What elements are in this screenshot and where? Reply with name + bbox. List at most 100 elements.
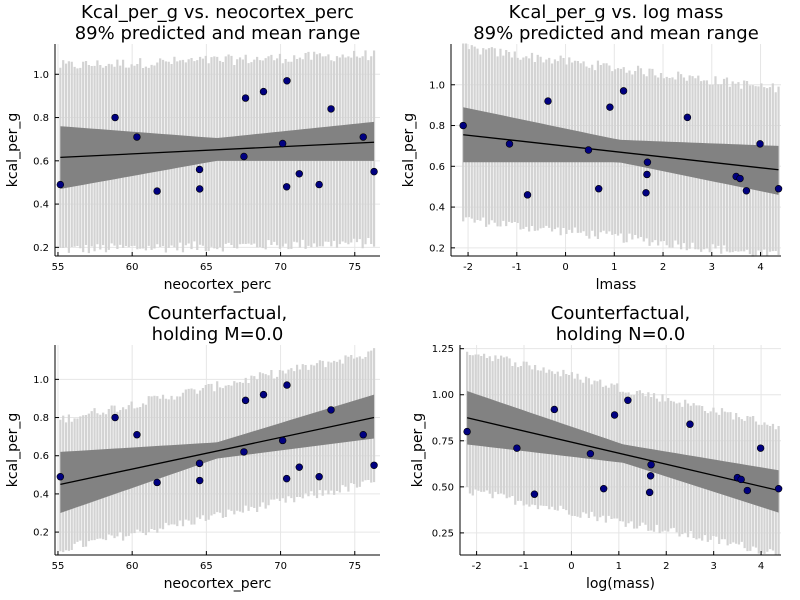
y-tick-label: 0.4	[429, 203, 445, 214]
data-point	[370, 167, 378, 176]
data-point	[624, 396, 632, 404]
mean-line	[466, 417, 779, 492]
chart-title: holding M=0.0	[152, 324, 284, 345]
data-point	[736, 174, 744, 183]
chart-title: Counterfactual,	[148, 303, 287, 324]
data-point	[195, 459, 204, 468]
data-point	[686, 420, 694, 428]
data-point	[370, 461, 378, 469]
data-point	[282, 183, 291, 191]
data-point	[505, 140, 514, 148]
data-point	[584, 146, 593, 154]
data-point	[544, 97, 552, 105]
x-tick-label: 55	[52, 561, 65, 572]
x-tick-label: -1	[512, 262, 522, 273]
data-point	[530, 490, 539, 498]
x-axis-label: neocortex_perc	[164, 277, 272, 293]
x-tick-label: 2	[663, 561, 669, 572]
x-tick-label: 4	[757, 262, 763, 273]
data-point	[315, 473, 323, 481]
data-point	[606, 103, 614, 111]
y-tick-label: 0.8	[33, 413, 49, 424]
data-point	[513, 444, 521, 452]
x-tick-label: 3	[709, 262, 715, 273]
data-point	[756, 140, 764, 148]
y-tick-label: 1.0	[429, 80, 445, 91]
data-point	[111, 113, 119, 122]
data-point	[278, 139, 287, 148]
y-axis-label: kcal_per_g	[5, 113, 21, 187]
data-point	[647, 461, 655, 469]
data-point	[259, 87, 268, 96]
mean-line	[463, 134, 779, 171]
data-point	[315, 180, 323, 189]
y-axis-label: kcal_per_g	[5, 413, 21, 487]
data-point	[282, 474, 291, 483]
x-tick-label: 0	[568, 561, 574, 572]
y-tick-label: 0.2	[33, 243, 49, 254]
data-point	[737, 475, 745, 484]
y-tick-label: 0.4	[33, 489, 49, 500]
chart-panel-3: 55 60 65 70 75 0.2 0.4 0.6 0.8 1.0 Counterfactual,…	[5, 303, 380, 592]
data-point	[195, 185, 204, 193]
data-point	[459, 121, 467, 130]
data-point	[283, 77, 291, 85]
chart-panel-1: 55 60 65 70 75 0.2 0.4 0.6 0.8 1.0 Kcal_per_g vs. …	[5, 2, 380, 293]
mean-line	[60, 141, 375, 159]
data-point	[643, 158, 652, 166]
y-tick-label: 0.6	[33, 451, 49, 462]
x-tick-label: 65	[200, 262, 213, 273]
y-tick-label: 0.75	[432, 436, 454, 447]
chart-title: Counterfactual,	[551, 303, 690, 324]
data-point	[643, 170, 651, 179]
x-tick-label: 1	[616, 561, 622, 572]
data-point	[359, 133, 367, 141]
data-point	[683, 113, 692, 122]
data-point	[295, 463, 303, 471]
x-tick-label: 65	[200, 561, 213, 572]
data-point	[278, 436, 287, 445]
data-point	[133, 133, 141, 141]
y-tick-label: 0.50	[432, 482, 454, 493]
chart-title: 89% predicted and mean range	[75, 23, 361, 44]
x-axis-label: log(mass)	[586, 576, 655, 592]
y-tick-label: 0.8	[429, 121, 445, 132]
data-point	[295, 170, 303, 178]
y-tick-label: 1.0	[33, 375, 49, 386]
y-tick-label: 0.6	[33, 156, 49, 167]
data-point	[195, 165, 204, 174]
y-axis-label: kcal_per_g	[410, 413, 426, 487]
x-tick-label: 60	[126, 561, 139, 572]
data-point	[153, 478, 161, 487]
y-tick-label: 0.8	[33, 113, 49, 124]
data-point	[463, 427, 471, 436]
data-point	[259, 390, 268, 399]
y-tick-label: 0.2	[429, 243, 445, 254]
y-tick-label: 0.6	[429, 162, 445, 173]
chart-title: holding N=0.0	[556, 324, 686, 345]
mean-range-band	[60, 394, 375, 513]
chart-panel-4: -2 -1 0 1 2 3 4 0.25 0.50 0.75 1.00 1.25 Counterfact…	[410, 303, 783, 592]
chart-title: Kcal_per_g vs. neocortex_perc	[81, 2, 354, 23]
mean-range-band	[463, 107, 779, 195]
data-point	[56, 473, 65, 481]
mean-line	[60, 416, 375, 485]
data-point	[327, 406, 335, 414]
data-point	[642, 189, 650, 197]
x-axis-label: neocortex_perc	[164, 576, 272, 592]
x-tick-label: 4	[758, 561, 764, 572]
data-point	[645, 488, 654, 497]
data-point	[742, 187, 751, 195]
y-axis-label: kcal_per_g	[401, 113, 417, 187]
x-tick-label: -1	[519, 561, 529, 572]
data-point	[240, 448, 248, 456]
chart-title: 89% predicted and mean range	[473, 23, 759, 44]
y-tick-label: 1.25	[432, 344, 454, 355]
data-point	[646, 472, 655, 480]
data-point	[241, 94, 250, 102]
data-point	[756, 444, 765, 452]
data-point	[594, 185, 603, 193]
x-tick-label: -2	[463, 262, 473, 273]
x-tick-label: 75	[348, 561, 361, 572]
